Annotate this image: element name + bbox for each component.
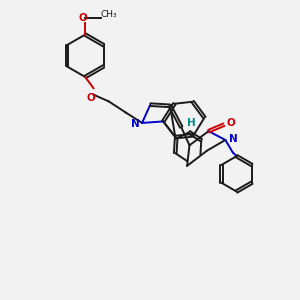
Text: O: O	[78, 13, 87, 23]
Text: H: H	[187, 118, 195, 128]
Text: N: N	[131, 119, 140, 129]
Text: CH₃: CH₃	[100, 10, 117, 19]
Text: N: N	[229, 134, 238, 144]
Text: O: O	[226, 118, 235, 128]
Text: O: O	[86, 93, 95, 103]
